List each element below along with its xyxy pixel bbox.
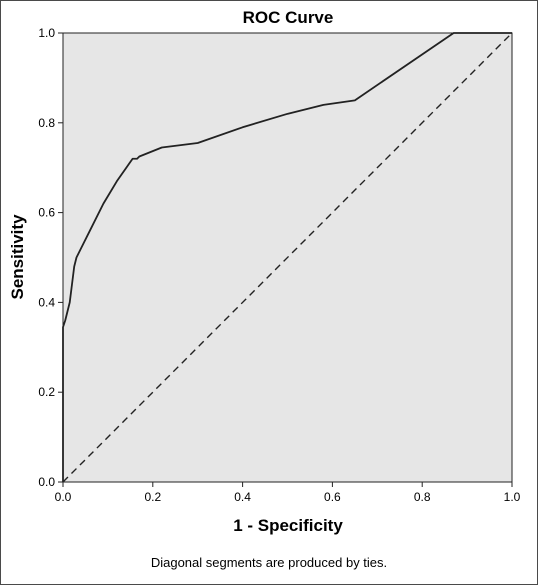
- y-tick-label: 0.6: [38, 206, 55, 220]
- axis-ticks: 0.0 0.2 0.4 0.6 0.8 1.0 0.0 0.2 0.4 0.6 0.8 1.0: [38, 26, 520, 504]
- x-tick-label: 0.2: [144, 490, 161, 504]
- roc-curve-line: [62, 32, 512, 482]
- chart-footnote: Diagonal segments are produced by ties.: [151, 555, 387, 570]
- y-axis-title: Sensitivity: [8, 214, 27, 300]
- x-tick-label: 0.8: [414, 490, 431, 504]
- x-tick-label: 0.6: [324, 490, 341, 504]
- x-tick-label: 1.0: [504, 490, 521, 504]
- y-tick-label: 0.0: [38, 475, 55, 489]
- y-tick-label: 0.2: [38, 385, 55, 399]
- x-tick-label: 0.0: [55, 490, 72, 504]
- x-axis-title: 1 - Specificity: [233, 516, 343, 535]
- y-tick-label: 0.8: [38, 116, 55, 130]
- y-tick-label: 0.4: [38, 295, 55, 309]
- y-tick-label: 1.0: [38, 26, 55, 40]
- series-layer: [62, 32, 513, 483]
- chart-title: ROC Curve: [243, 8, 334, 27]
- x-tick-label: 0.4: [234, 490, 251, 504]
- reference-diagonal-line: [62, 32, 513, 483]
